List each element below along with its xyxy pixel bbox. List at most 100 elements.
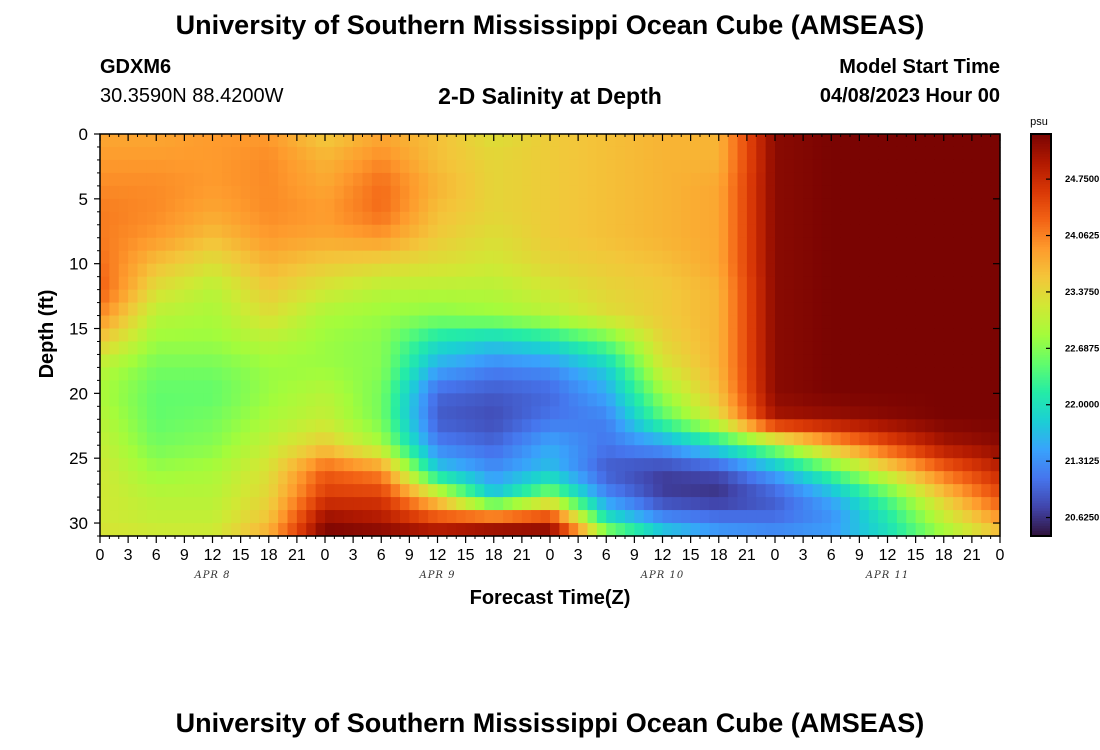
heat-cell [709, 250, 720, 265]
heat-cell [831, 523, 842, 537]
heat-cell [428, 328, 439, 343]
heat-cell [156, 445, 167, 459]
heat-cell [240, 497, 251, 511]
colorbar-swatch [1031, 194, 1051, 198]
heat-cell [578, 354, 589, 369]
heat-cell [971, 484, 982, 498]
heat-cell [165, 146, 176, 161]
colorbar-swatch [1031, 239, 1051, 243]
heat-cell [428, 315, 439, 330]
heat-cell [953, 432, 964, 446]
heat-cell [990, 406, 1001, 420]
heat-cell [868, 419, 879, 433]
heat-cell [746, 393, 757, 407]
heat-cell [343, 341, 354, 356]
colorbar-swatch [1031, 314, 1051, 319]
y-tick-label: 20 [69, 384, 88, 403]
heat-cell [821, 445, 832, 459]
heat-cell [437, 198, 448, 213]
heat-cell [615, 237, 626, 252]
heat-cell [925, 250, 935, 265]
heat-cell [634, 315, 645, 330]
heat-cell [493, 354, 504, 369]
heat-cell [409, 354, 420, 369]
heat-cell [240, 432, 251, 446]
heat-cell [887, 380, 898, 394]
heat-cell [859, 224, 870, 239]
heat-cell [371, 523, 382, 537]
heat-cell [775, 237, 785, 252]
heat-cell [709, 484, 720, 498]
heat-cell [428, 211, 439, 226]
heat-cell [821, 289, 832, 304]
heat-cell [446, 172, 457, 187]
heat-cell [615, 471, 626, 485]
heat-cell [746, 432, 757, 446]
heat-cell [400, 146, 410, 161]
colorbar-swatch [1031, 340, 1051, 344]
heat-cell [381, 276, 392, 291]
heat-cell [990, 328, 1001, 343]
heat-cell [700, 341, 710, 356]
heat-cell [521, 134, 532, 148]
heat-cell [671, 484, 682, 498]
heat-cell [437, 497, 448, 511]
heat-cell [868, 484, 879, 498]
heat-cell [418, 341, 429, 356]
heat-cell [990, 484, 1001, 498]
heat-cell [325, 198, 335, 213]
heat-cell [268, 341, 279, 356]
heat-cell [850, 380, 860, 394]
heat-cell [184, 224, 195, 239]
x-tick-label: 6 [602, 547, 611, 564]
heat-cell [400, 367, 410, 381]
heat-cell [625, 510, 635, 524]
heat-cell [212, 367, 223, 381]
heat-cell [700, 172, 710, 187]
heat-cell [606, 393, 617, 407]
heat-cell [962, 237, 973, 252]
heat-cell [343, 367, 354, 381]
heat-cell [437, 211, 448, 226]
heat-cell [371, 315, 382, 330]
heat-cell [615, 224, 626, 239]
heat-cell [409, 471, 420, 485]
heat-cell [184, 419, 195, 433]
heat-cell [428, 510, 439, 524]
heat-cell [662, 523, 673, 537]
heat-cell [971, 146, 982, 161]
heat-cell [746, 419, 757, 433]
heat-cell [465, 328, 476, 343]
heat-cell [690, 134, 701, 148]
heat-cell [653, 406, 664, 420]
heat-cell [990, 432, 1001, 446]
heat-cell [615, 458, 626, 472]
heat-cell [990, 341, 1001, 356]
colorbar-swatch [1031, 309, 1051, 313]
heat-cell [906, 302, 917, 317]
heat-cell [812, 198, 823, 213]
heat-cell [906, 224, 917, 239]
heat-cell [746, 380, 757, 394]
heat-cell [371, 146, 382, 161]
heat-cell [709, 146, 720, 161]
heat-cell [709, 354, 720, 369]
heat-cell [362, 263, 373, 278]
heat-cell [821, 419, 832, 433]
heat-cell [231, 484, 242, 498]
heat-cell [568, 315, 579, 330]
heat-cell [690, 445, 701, 459]
heat-cell [493, 471, 504, 485]
heat-cell [100, 315, 110, 330]
heat-cell [203, 159, 214, 174]
heat-cell [662, 471, 673, 485]
heat-cell [428, 172, 439, 187]
heat-cell [690, 159, 701, 174]
heat-cell [165, 341, 176, 356]
heat-cell [953, 523, 964, 537]
heat-cell [343, 224, 354, 239]
heat-cell [662, 380, 673, 394]
heat-cell [981, 523, 992, 537]
heat-cell [165, 354, 176, 369]
heat-cell [446, 445, 457, 459]
